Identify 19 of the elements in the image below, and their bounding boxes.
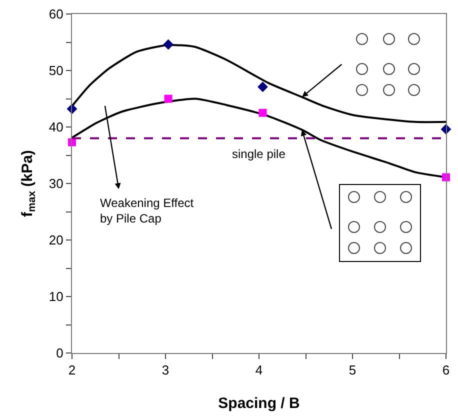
annotation: Weakening Effect by Pile Cap [100, 196, 194, 226]
x-tick-label: 2 [68, 362, 76, 378]
y-tick-label: 50 [48, 63, 64, 78]
point [258, 82, 268, 92]
y-tick-label: 0 [56, 346, 64, 361]
y-tick-label: 40 [48, 120, 64, 135]
y-tick-label: 30 [48, 176, 64, 192]
y-tick-label: 10 [48, 289, 64, 304]
x-tick-label: 4 [255, 362, 263, 378]
point [258, 108, 267, 117]
point [163, 39, 174, 50]
y-tick-label: 60 [48, 6, 64, 22]
x-tick-label: 5 [348, 362, 356, 378]
point [164, 94, 172, 103]
x-tick-label: 3 [162, 362, 170, 378]
x-tick-label: 6 [442, 362, 450, 378]
x-axis-title: Spacing / B [218, 395, 300, 412]
y-tick-label: 20 [48, 232, 64, 248]
ref-line-label: single pile [232, 147, 286, 161]
